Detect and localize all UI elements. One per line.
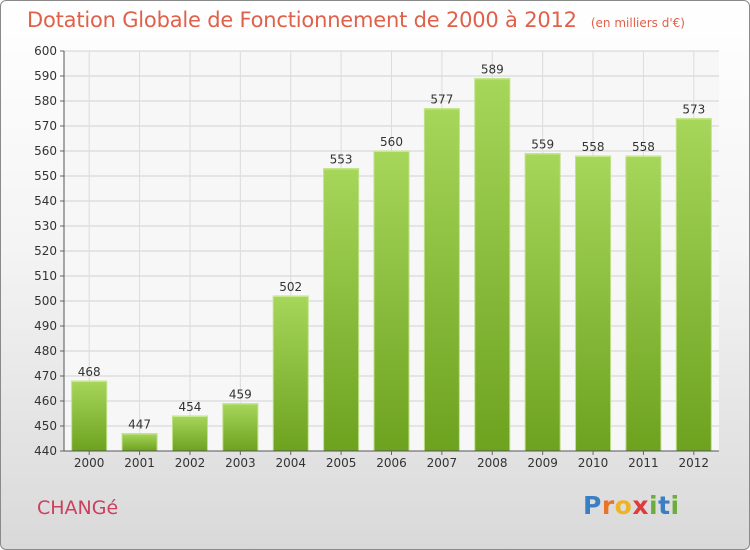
x-tick-label: 2008 [477, 456, 508, 470]
x-tick-label: 2001 [124, 456, 155, 470]
y-tick-label: 470 [34, 369, 57, 383]
bar [323, 168, 360, 452]
y-tick-label: 500 [34, 294, 57, 308]
bar [474, 78, 511, 452]
x-tick-label: 2003 [225, 456, 256, 470]
bars-group: 468 447 454 459 502 553 560 577 589 559 558 558 573 [71, 63, 712, 452]
data-label: 573 [682, 103, 705, 117]
data-label: 468 [78, 365, 101, 379]
x-tick-label: 2012 [679, 456, 710, 470]
logo-letter: x [632, 491, 649, 520]
bar [171, 415, 208, 452]
x-tick-label: 2004 [275, 456, 306, 470]
y-tick-label: 520 [34, 244, 57, 258]
bar [222, 403, 259, 452]
x-tick-label: 2002 [175, 456, 206, 470]
proxiti-logo: Proxiti [583, 491, 680, 520]
logo-letter: i [649, 491, 659, 520]
y-tick-label: 450 [34, 419, 57, 433]
x-tick-label: 2009 [527, 456, 558, 470]
y-tick-label: 490 [34, 319, 57, 333]
bar [373, 150, 410, 452]
data-label: 558 [582, 140, 605, 154]
data-label: 559 [531, 138, 554, 152]
logo-letter: t [658, 491, 671, 520]
axes-group: 440 450 460 470 480 490 500 510 520 530 540 550 560 5… [34, 44, 719, 470]
logo-letter: P [583, 491, 602, 520]
bar [272, 295, 309, 452]
title-text: Dotation Globale de Fonctionnement de 20… [27, 8, 577, 32]
logo-letter: o [614, 491, 633, 520]
data-label: 502 [279, 280, 302, 294]
bar [423, 108, 460, 452]
bar [575, 155, 612, 452]
bar [71, 380, 108, 452]
data-label: 558 [632, 140, 655, 154]
bar [625, 155, 662, 452]
data-label: 560 [380, 135, 403, 149]
y-tick-label: 440 [34, 444, 57, 458]
y-tick-label: 600 [34, 44, 57, 58]
commune-name: CHANGé [37, 497, 119, 519]
y-tick-label: 590 [34, 69, 57, 83]
y-tick-label: 570 [34, 119, 57, 133]
x-tick-label: 2010 [578, 456, 609, 470]
y-tick-label: 460 [34, 394, 57, 408]
x-tick-label: 2011 [628, 456, 659, 470]
unit-note: (en milliers d'€) [590, 16, 685, 30]
y-tick-label: 540 [34, 194, 57, 208]
bar [675, 118, 712, 452]
bar [121, 433, 158, 452]
x-tick-label: 2007 [427, 456, 458, 470]
y-tick-label: 510 [34, 269, 57, 283]
y-tick-label: 580 [34, 94, 57, 108]
logo-letter: i [670, 491, 680, 520]
y-tick-label: 530 [34, 219, 57, 233]
x-tick-label: 2006 [376, 456, 407, 470]
y-tick-label: 550 [34, 169, 57, 183]
data-label: 577 [430, 93, 453, 107]
y-tick-label: 560 [34, 144, 57, 158]
data-label: 553 [330, 153, 353, 167]
logo-letter: r [601, 491, 615, 520]
chart-title: Dotation Globale de Fonctionnement de 20… [27, 8, 685, 32]
data-label: 454 [179, 400, 202, 414]
bar [524, 153, 561, 452]
x-tick-label: 2000 [74, 456, 105, 470]
x-tick-label: 2005 [326, 456, 357, 470]
data-label: 459 [229, 388, 252, 402]
data-label: 589 [481, 63, 504, 77]
y-tick-label: 480 [34, 344, 57, 358]
data-label: 447 [128, 418, 151, 432]
